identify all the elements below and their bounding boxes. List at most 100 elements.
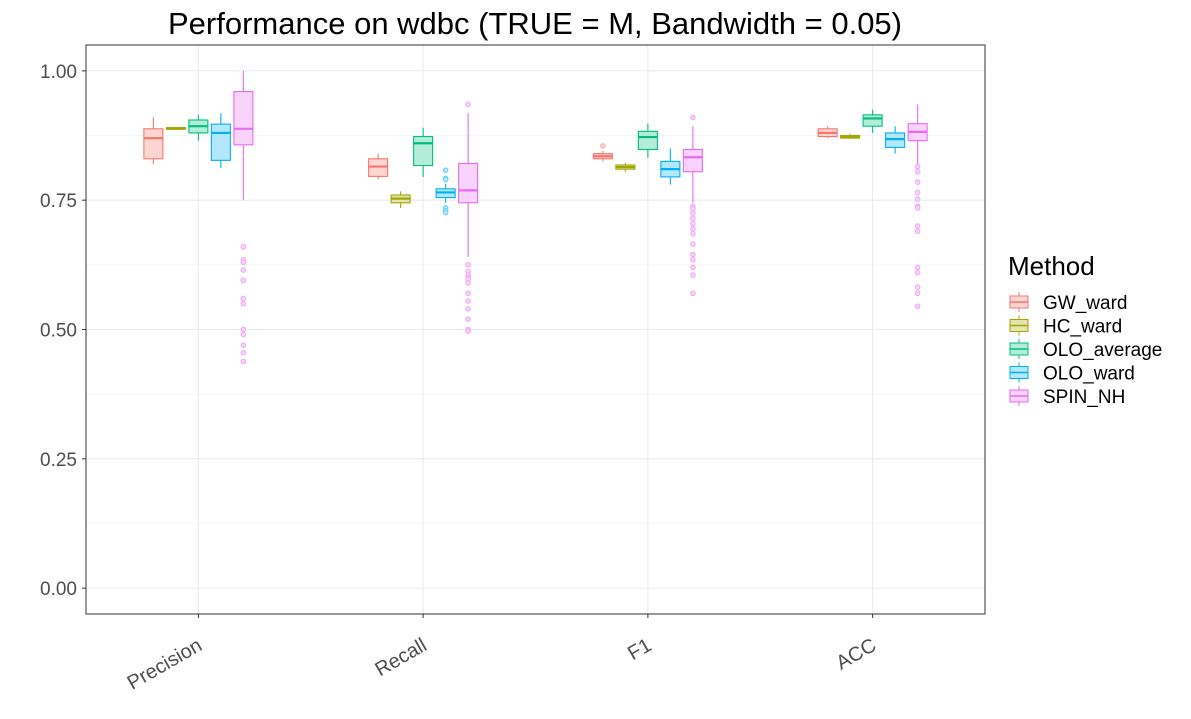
outlier-point	[690, 220, 696, 227]
x-axis: Precision Recall F1 ACC	[124, 614, 880, 694]
outlier-point	[690, 231, 696, 237]
y-tick-label: 0.75	[40, 191, 77, 212]
y-axis: 0.00 0.25 0.50 0.75 1.00	[40, 62, 86, 600]
outlier-point	[240, 259, 247, 266]
outlier-point	[600, 143, 606, 149]
outlier-point	[690, 256, 696, 263]
outlier-point	[465, 298, 471, 304]
outlier-point	[465, 306, 471, 312]
outlier-point	[240, 326, 247, 333]
outlier-point	[914, 269, 921, 276]
chart-title: Performance on wdbc (TRUE = M, Bandwidth…	[168, 6, 902, 41]
legend-label: HC_ward	[1043, 317, 1122, 338]
box-OLO_average-Recall	[413, 127, 434, 177]
outlier-point	[240, 243, 247, 250]
y-tick-label: 0.50	[40, 321, 77, 342]
outlier-point	[442, 167, 449, 173]
outlier-point	[690, 264, 696, 271]
outlier-point	[465, 101, 471, 108]
legend-label: OLO_average	[1043, 340, 1162, 361]
box-body	[143, 128, 164, 160]
outlier-point	[240, 331, 247, 338]
outlier-point	[914, 189, 921, 196]
outlier-point	[914, 290, 921, 297]
box-SPIN_NH-ACC	[907, 104, 928, 310]
box-OLO_ward-ACC	[885, 126, 906, 154]
outlier-point	[914, 196, 921, 202]
outlier-point	[465, 280, 471, 286]
box-HC_ward-F1	[615, 162, 636, 172]
outlier-point	[914, 205, 921, 211]
outlier-point	[914, 168, 921, 175]
outlier-point	[690, 290, 696, 297]
box-SPIN_NH-Precision	[233, 70, 254, 365]
box-body	[862, 114, 883, 127]
x-tick-label: F1	[624, 634, 655, 665]
box-body	[233, 91, 254, 146]
outlier-point	[240, 300, 247, 307]
x-tick-label: ACC	[833, 634, 881, 674]
y-tick-label: 0.00	[40, 579, 77, 600]
box-HC_ward-Recall	[390, 191, 411, 208]
box-OLO_average-Precision	[188, 114, 209, 141]
legend-item-SPIN_NH: SPIN_NH	[1009, 386, 1125, 408]
outlier-point	[914, 179, 921, 185]
outlier-point	[465, 328, 471, 334]
series-OLO_ward	[210, 113, 906, 216]
y-tick-label: 0.25	[40, 450, 77, 471]
outlier-point	[465, 262, 471, 268]
outlier-point	[690, 215, 696, 222]
outlier-point	[914, 228, 921, 235]
outlier-point	[690, 225, 696, 232]
outlier-point	[914, 264, 921, 271]
outlier-point	[465, 290, 471, 297]
legend-label: GW_ward	[1043, 293, 1127, 314]
outlier-point	[240, 342, 247, 348]
grid-lines	[86, 45, 985, 614]
x-tick-label: Recall	[371, 634, 430, 681]
outlier-point	[914, 284, 921, 290]
outlier-point	[442, 176, 449, 183]
legend-label: SPIN_NH	[1043, 387, 1125, 408]
series-GW_ward	[143, 117, 838, 180]
series-HC_ward	[165, 127, 861, 208]
series-SPIN_NH	[233, 70, 928, 365]
outlier-point	[240, 358, 247, 365]
outlier-point	[690, 272, 696, 278]
box-OLO_ward-Recall	[435, 167, 456, 216]
y-tick-label: 1.00	[40, 62, 77, 83]
outlier-point	[690, 114, 696, 121]
box-HC_ward-ACC	[840, 133, 861, 140]
outlier-point	[240, 277, 247, 284]
legend-item-OLO_ward: OLO_ward	[1009, 362, 1135, 385]
box-GW_ward-ACC	[817, 126, 838, 139]
legend-title: Method	[1008, 251, 1095, 281]
box-OLO_average-F1	[637, 123, 658, 158]
box-body	[637, 130, 658, 151]
legend-item-GW_ward: GW_ward	[1009, 292, 1127, 314]
box-OLO_average-ACC	[862, 109, 883, 133]
box-groups	[143, 70, 928, 365]
outlier-point	[690, 210, 696, 216]
box-GW_ward-F1	[592, 143, 613, 162]
legend-label: OLO_ward	[1043, 364, 1135, 385]
box-body	[413, 136, 434, 167]
box-HC_ward-Precision	[165, 127, 186, 130]
outlier-point	[465, 316, 471, 322]
box-SPIN_NH-F1	[682, 114, 703, 297]
x-tick-label: Precision	[124, 634, 206, 694]
box-OLO_ward-Precision	[210, 113, 231, 169]
box-SPIN_NH-Recall	[458, 101, 479, 334]
box-GW_ward-Precision	[143, 117, 164, 164]
outlier-point	[914, 303, 921, 310]
box-OLO_ward-F1	[660, 148, 681, 185]
outlier-point	[914, 223, 921, 229]
outlier-point	[240, 295, 247, 302]
outlier-point	[442, 209, 449, 216]
outlier-point	[240, 267, 247, 273]
outlier-point	[690, 251, 696, 258]
box-GW_ward-Recall	[368, 153, 389, 180]
box-body	[210, 123, 231, 161]
